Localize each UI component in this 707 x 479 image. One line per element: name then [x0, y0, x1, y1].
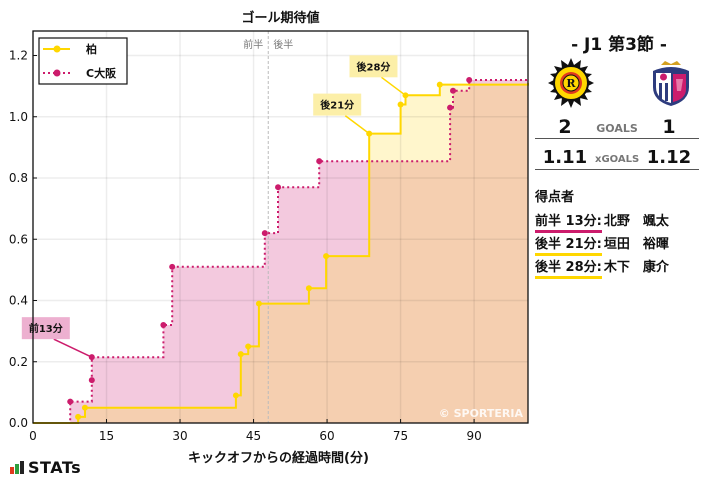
- x-tick-label: 90: [466, 429, 481, 443]
- scorer-name: 木下 康介: [603, 260, 669, 275]
- x-tick-label: 0: [29, 429, 37, 443]
- y-tick-label: 0.8: [9, 171, 28, 185]
- watermark: © SPORTERIA: [439, 407, 524, 420]
- away-shot-marker: [450, 87, 457, 94]
- x-tick-label: 75: [393, 429, 408, 443]
- second-half-label: 後半: [273, 38, 293, 51]
- round-label: - J1 第3節 -: [571, 35, 667, 55]
- scorers-title: 得点者: [535, 190, 575, 205]
- away-goals: 1: [662, 116, 676, 138]
- x-axis-label: キックオフからの経過時間(分): [188, 450, 369, 466]
- home-shot-marker: [75, 413, 82, 420]
- legend-away-label: C大阪: [86, 66, 117, 80]
- goal-annotation: 後28分: [357, 60, 391, 73]
- svg-text:R: R: [566, 77, 576, 90]
- scorer-item: 後半 21分: 垣田 裕暉: [535, 233, 669, 256]
- goal-annotation: 前13分: [29, 322, 63, 335]
- scorer-item: 前半 13分: 北野 颯太: [535, 210, 669, 233]
- home-shot-marker: [436, 81, 443, 88]
- scorer-time: 前半 13分:: [535, 210, 602, 233]
- y-tick-label: 0.4: [9, 294, 28, 308]
- annotation-pointer: [53, 338, 93, 358]
- first-half-label: 前半: [243, 38, 263, 51]
- home-shot-marker: [245, 343, 252, 350]
- home-shot-marker: [81, 404, 88, 411]
- annotation-box: [349, 55, 398, 78]
- home-shot-marker: [397, 101, 404, 108]
- annotation-box: [313, 93, 362, 116]
- legend-home-marker-icon: [53, 45, 61, 53]
- plot-frame: [32, 30, 529, 424]
- annotation-pointer: [381, 76, 406, 96]
- away-shot-marker: [67, 398, 74, 405]
- x-tick-label: 45: [246, 429, 261, 443]
- x-tick-label: 15: [99, 429, 114, 443]
- x-tick-label: 30: [172, 429, 187, 443]
- legend-home-label: 柏: [86, 42, 97, 56]
- bar-chart-icon: [10, 461, 24, 474]
- home-team-crest-icon: R: [545, 57, 597, 109]
- away-shot-marker: [316, 158, 323, 165]
- home-shot-marker: [232, 392, 239, 399]
- home-xg-line: [33, 83, 529, 424]
- away-shot-marker: [466, 77, 473, 83]
- stats-brand: STATs: [28, 458, 82, 477]
- overlap-xg-area: [33, 83, 528, 423]
- y-tick-label: 1.2: [9, 49, 28, 63]
- scorer-item: 後半 28分: 木下 康介: [535, 256, 669, 279]
- xgoals-label: xGOALS: [595, 154, 640, 165]
- away-shot-marker: [275, 184, 282, 191]
- away-shot-marker: [160, 322, 167, 328]
- annotation-pointer: [344, 114, 370, 135]
- home-shot-marker: [323, 253, 330, 260]
- home-goals: 2: [558, 116, 572, 138]
- y-tick-label: 0.0: [9, 416, 28, 430]
- home-shot-marker: [237, 351, 244, 358]
- stats-logo: STATs: [10, 458, 81, 477]
- scorer-name: 北野 颯太: [603, 214, 669, 229]
- away-xg: 1.12: [646, 147, 692, 168]
- scorer-time: 後半 28分:: [535, 256, 602, 279]
- legend-box: [38, 37, 128, 85]
- annotation-box: [21, 317, 70, 340]
- y-tick-label: 0.2: [9, 355, 28, 369]
- x-tick-label: 60: [319, 429, 334, 443]
- y-tick-label: 0.6: [9, 232, 28, 246]
- goals-row: 2 GOALS 1: [535, 116, 699, 139]
- away-shot-marker: [447, 104, 454, 111]
- home-shot-marker: [255, 300, 262, 307]
- legend-away-marker-icon: [53, 69, 61, 77]
- away-shot-marker: [261, 230, 268, 237]
- y-tick-label: 1.0: [9, 110, 28, 124]
- home-shot-marker: [305, 285, 312, 292]
- chart-title: ゴール期待値: [241, 10, 319, 26]
- xgoals-row: 1.11 xGOALS 1.12: [535, 147, 699, 170]
- away-shot-marker: [88, 377, 95, 384]
- away-shot-marker: [169, 263, 176, 270]
- away-team-crest-icon: [645, 57, 697, 109]
- scorer-name: 垣田 裕暉: [603, 237, 669, 252]
- goals-label: GOALS: [596, 122, 638, 135]
- home-xg: 1.11: [542, 147, 588, 168]
- scorer-time: 後半 21分:: [535, 233, 602, 256]
- goal-annotation: 後21分: [320, 99, 354, 112]
